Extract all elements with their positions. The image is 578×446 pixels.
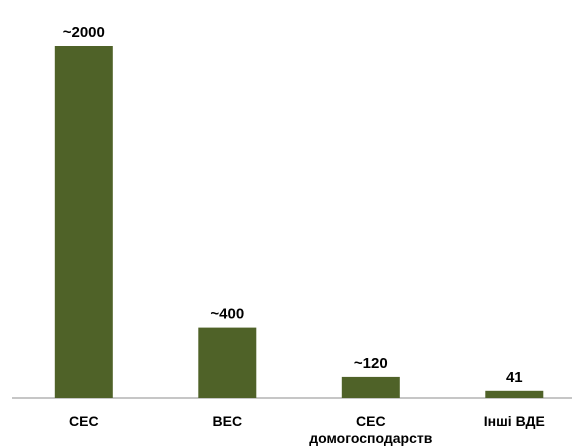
x-tick-label-2: ВЕС — [213, 413, 243, 429]
x-tick-label-1-line-1: СЕС — [69, 413, 99, 429]
x-tick-label-4: Інші ВДЕ — [484, 413, 545, 429]
bar-3 — [341, 376, 400, 398]
x-tick-label-4-line-1: Інші ВДЕ — [484, 413, 545, 429]
data-label-4: 41 — [506, 369, 523, 386]
bar-2 — [198, 327, 257, 398]
data-label-3: ~120 — [354, 355, 388, 372]
x-tick-label-2-line-1: ВЕС — [213, 413, 243, 429]
x-tick-label-3-line-1: СЕС — [356, 413, 386, 429]
x-tick-label-1: СЕС — [69, 413, 99, 429]
x-tick-label-3: СЕС домогосподарств — [309, 413, 432, 446]
bar-1 — [54, 46, 113, 398]
data-labels-group: ~2000 ~400 ~120 41 — [63, 24, 523, 386]
bars-group — [54, 46, 544, 398]
data-label-1: ~2000 — [63, 24, 105, 41]
data-label-2: ~400 — [210, 306, 244, 323]
x-tick-label-3-line-2: домогосподарств — [309, 430, 432, 446]
bar-4 — [485, 390, 544, 398]
